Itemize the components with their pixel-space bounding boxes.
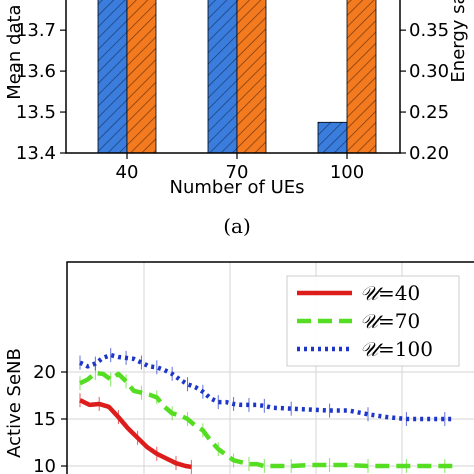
bar-right-tick-label: 0.20 (409, 143, 449, 164)
legend-label: 𝒰=100 (360, 337, 433, 361)
bar-left-tick-label: 13.5 (16, 102, 56, 123)
bar-left-tick-label: 13.7 (16, 20, 56, 41)
bar-marks (97, 0, 377, 154)
bar-left-series-40 (97, 0, 128, 154)
line-series-2 (79, 352, 455, 422)
legend-label: 𝒰=70 (360, 309, 420, 333)
bar-left-series-70 (207, 0, 238, 154)
bar-left-axis-label: Mean data ra (4, 0, 25, 100)
bar-chart: 13.413.513.613.713.8 0.200.250.300.35 40… (4, 0, 469, 238)
line-y-axis: 10 15 20 (33, 362, 67, 474)
bar-right-axis-label: Energy sa (448, 0, 469, 83)
bar-x-axis: 40 70 100 (116, 153, 364, 183)
line-y-tick-label: 20 (33, 362, 56, 383)
bar-right-series-40 (126, 0, 157, 154)
line-plot-frame (66, 261, 474, 474)
line-series-1 (79, 370, 455, 469)
line-series-0 (79, 398, 192, 470)
panel-a-caption: (a) (223, 214, 251, 238)
legend-label: 𝒰=40 (360, 281, 420, 305)
bar-right-tick-label: 0.35 (409, 20, 449, 41)
bar-x-tick-label: 100 (330, 162, 364, 183)
bar-x-tick-label: 40 (116, 162, 139, 183)
line-chart: 10 15 20 Active SeNB 𝒰=40 𝒰=70 𝒰=100 (4, 261, 474, 474)
bar-right-tick-label: 0.30 (409, 61, 449, 82)
bar-left-series-100 (317, 121, 348, 154)
bar-right-tick-label: 0.25 (409, 102, 449, 123)
bar-left-axis: 13.413.513.613.713.8 (16, 0, 66, 164)
line-y-axis-label: Active SeNB (4, 348, 25, 458)
line-series-group (79, 348, 455, 474)
line-y-tick-label: 10 (33, 456, 56, 474)
bar-x-tick-label: 70 (226, 162, 249, 183)
bar-right-axis: 0.20 0.25 0.30 0.35 (400, 20, 449, 164)
bar-left-tick-label: 13.6 (16, 61, 56, 82)
bar-left-tick-label: 13.4 (16, 143, 56, 164)
bar-x-axis-label: Number of UEs (169, 177, 304, 198)
bar-right-series-70 (236, 0, 267, 154)
line-y-tick-label: 15 (33, 409, 56, 430)
legend: 𝒰=40 𝒰=70 𝒰=100 (286, 275, 460, 367)
bar-right-series-100 (346, 0, 377, 154)
